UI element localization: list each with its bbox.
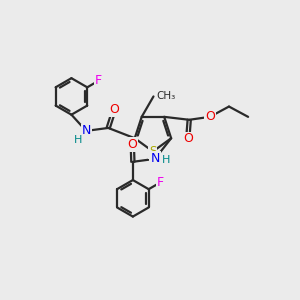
Text: S: S: [149, 145, 157, 158]
Text: O: O: [205, 110, 215, 123]
Text: F: F: [95, 74, 102, 87]
Text: O: O: [183, 132, 193, 146]
Text: N: N: [150, 152, 160, 165]
Text: O: O: [109, 103, 119, 116]
Text: N: N: [82, 124, 91, 137]
Text: H: H: [162, 155, 170, 165]
Text: F: F: [157, 176, 164, 189]
Text: CH₃: CH₃: [156, 92, 176, 101]
Text: H: H: [74, 135, 82, 145]
Text: O: O: [127, 138, 137, 151]
